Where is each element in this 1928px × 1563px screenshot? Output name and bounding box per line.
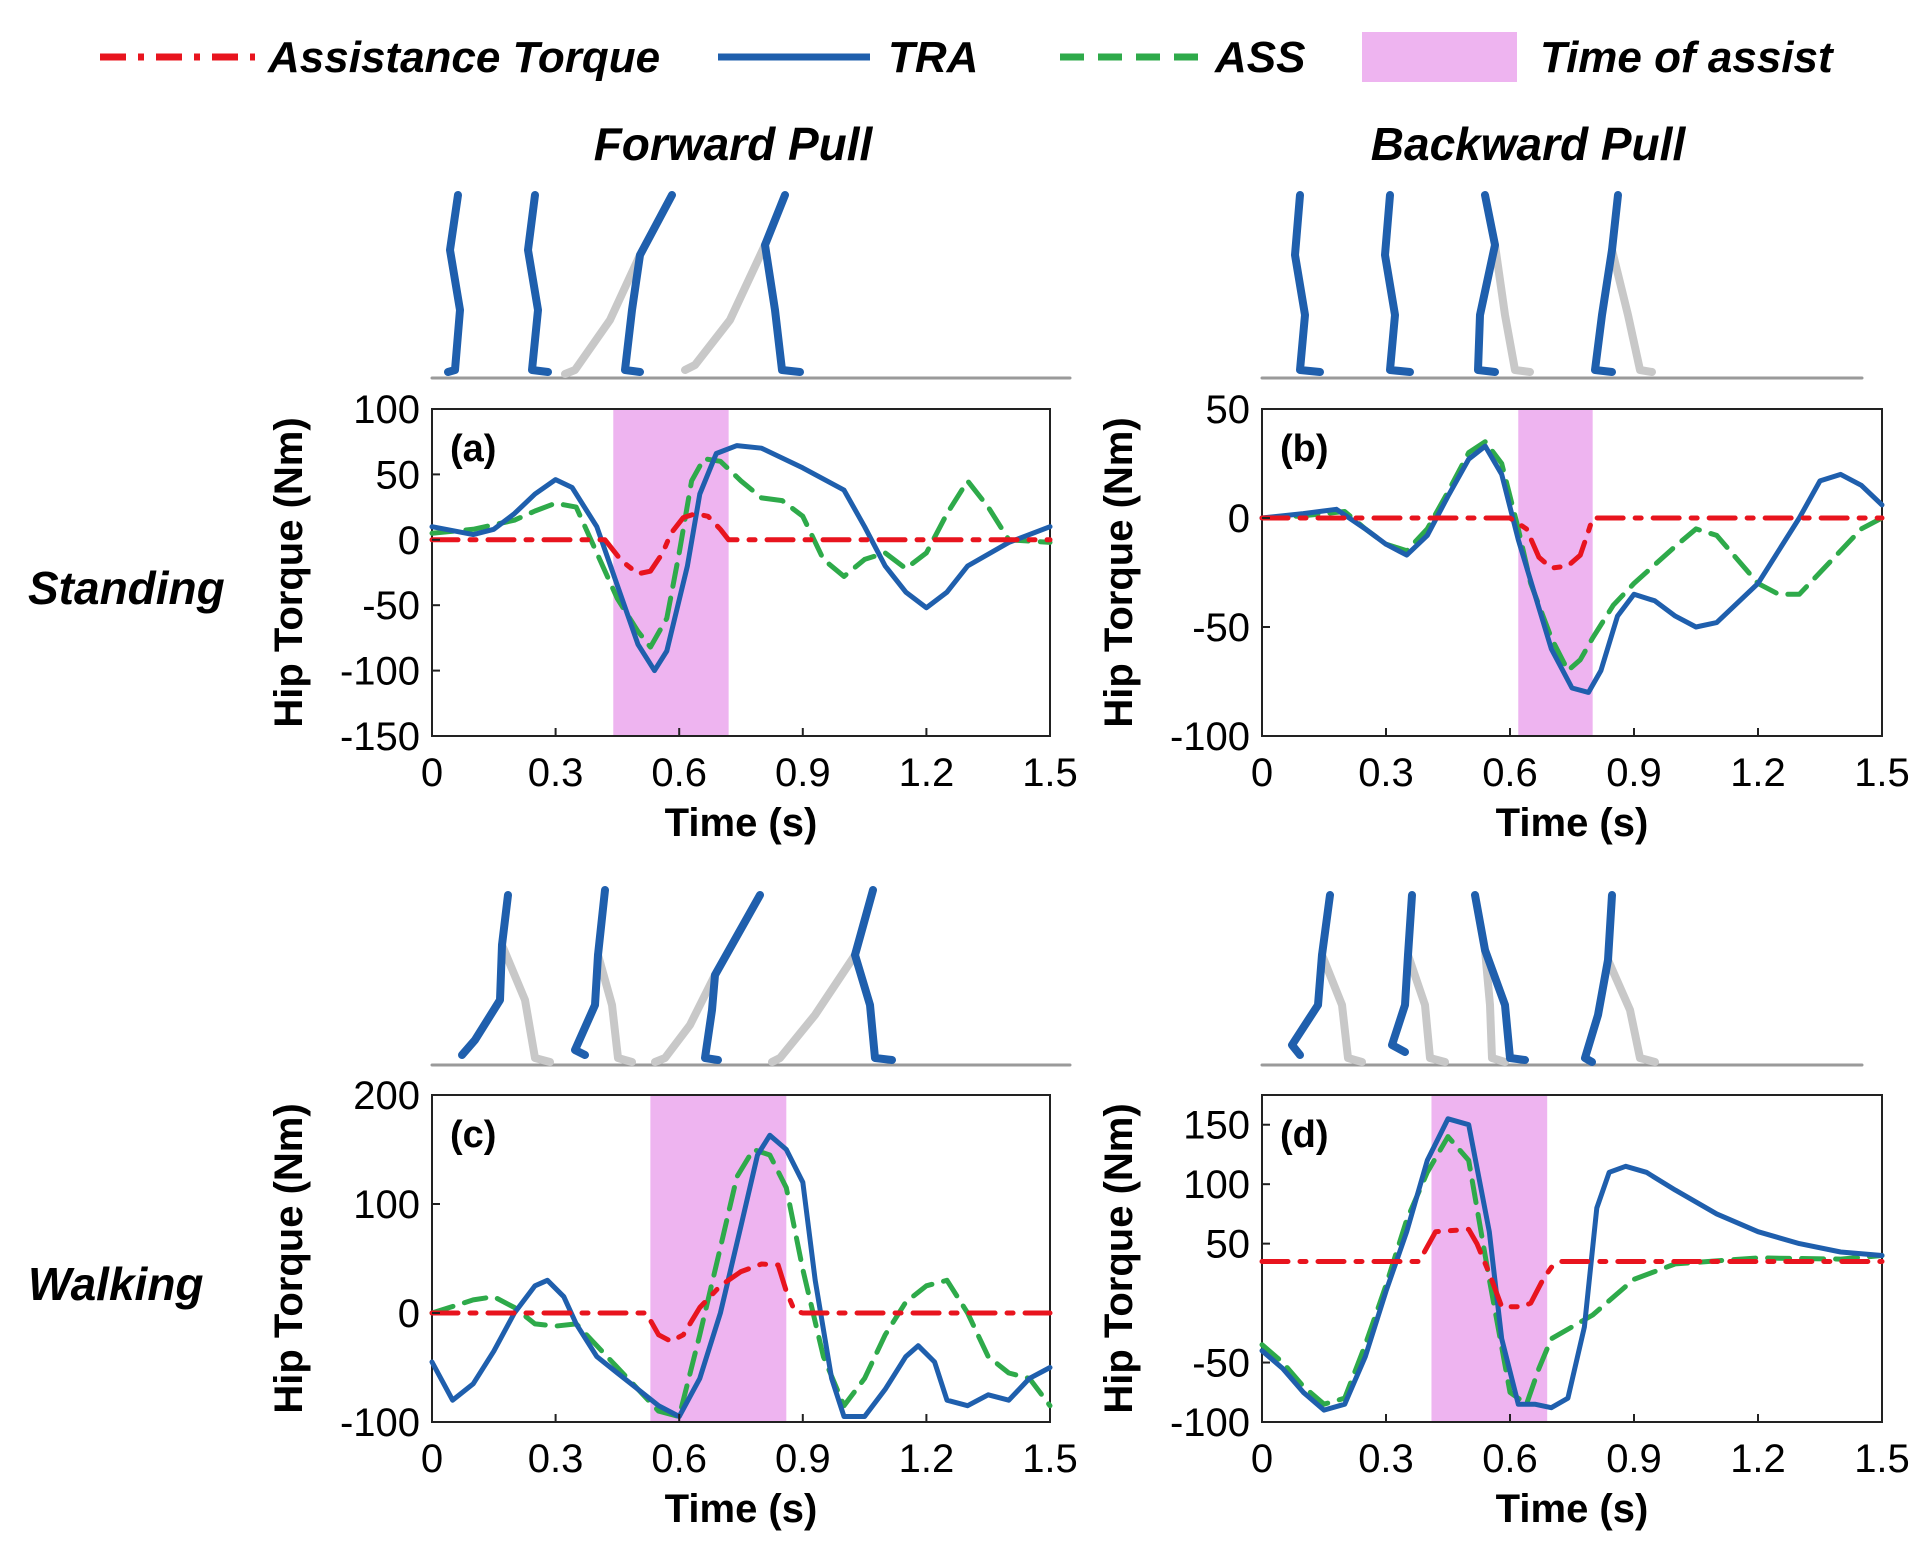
axes-box: [1261, 1094, 1883, 1423]
y-tick-label: 50: [376, 453, 421, 497]
x-tick-label: 0.6: [651, 751, 707, 795]
x-tick-label: 0: [1251, 751, 1273, 795]
column-title-backward: Backward Pull: [1371, 118, 1687, 170]
x-axis-label: Time (s): [665, 801, 818, 845]
y-tick-label: -100: [1170, 1401, 1250, 1445]
x-tick-label: 1.5: [1022, 751, 1078, 795]
stick-figures-standing-backward: [1260, 191, 1864, 380]
x-tick-label: 1.5: [1854, 751, 1910, 795]
y-axis-label: Hip Torque (Nm): [1097, 1103, 1141, 1413]
series-line-ass: [429, 1147, 1053, 1419]
legend-assist-label: Time of assist: [1540, 33, 1835, 82]
x-tick-label: 0.9: [1606, 1437, 1662, 1481]
panel-label: (c): [450, 1114, 496, 1156]
y-tick-label: -50: [362, 584, 420, 628]
assist-window: [1431, 1095, 1548, 1422]
y-axis-label: Hip Torque (Nm): [267, 417, 311, 727]
series-line-assistance-torque: [429, 1261, 1053, 1344]
row-label-standing: Standing: [28, 562, 225, 614]
x-tick-label: 1.2: [1730, 751, 1786, 795]
axes-box: [431, 408, 1051, 737]
y-tick-label: 100: [353, 388, 420, 432]
y-tick-label: -150: [340, 715, 420, 759]
panel-label: (d): [1280, 1114, 1329, 1156]
x-tick-label: 0.3: [528, 751, 584, 795]
x-tick-label: 1.5: [1854, 1437, 1910, 1481]
y-axis-label: Hip Torque (Nm): [1097, 417, 1141, 727]
legend-assist-patch: [1362, 32, 1517, 82]
y-tick-label: 0: [398, 1292, 420, 1336]
series-line-tra: [1259, 443, 1885, 695]
x-tick-label: 1.2: [1730, 1437, 1786, 1481]
legend: Assistance Torque TRA ASS Time of assist: [100, 32, 1835, 82]
y-tick-label: -100: [1170, 715, 1250, 759]
legend-tra-label: TRA: [888, 33, 978, 82]
y-tick-label: 200: [353, 1074, 420, 1118]
plots: 0 0.3 0.6 0.9 1.2 1.5 100 50 0 -50 -100 -150 (a) Time…: [267, 388, 1910, 1531]
series-line-assistance-torque: [1259, 1226, 1885, 1310]
series-line-tra: [1259, 1116, 1885, 1413]
panel-label: (b): [1280, 428, 1329, 470]
row-label-walking: Walking: [28, 1258, 204, 1310]
y-tick-label: 50: [1206, 1223, 1251, 1267]
series-line-tra: [429, 1132, 1053, 1419]
x-tick-label: 1.2: [899, 751, 955, 795]
assist-window: [613, 409, 729, 736]
series-line-assistance-torque: [1259, 515, 1885, 571]
x-tick-label: 1.5: [1022, 1437, 1078, 1481]
y-tick-label: 150: [1183, 1104, 1250, 1148]
legend-assistance-label: Assistance Torque: [267, 33, 660, 82]
y-tick-label: 50: [1206, 388, 1251, 432]
y-tick-label: 100: [1183, 1163, 1250, 1207]
chart-panel: 0 0.3 0.6 0.9 1.2 1.5 50 0 -50 -100 (b) Time (s) Hip…: [1097, 388, 1910, 845]
x-axis-label: Time (s): [1496, 1487, 1649, 1531]
x-tick-label: 0: [421, 1437, 443, 1481]
x-tick-label: 0.3: [1358, 1437, 1414, 1481]
series-line-ass: [1259, 439, 1885, 674]
series-line-assistance-torque: [429, 511, 1053, 577]
x-tick-label: 0.3: [528, 1437, 584, 1481]
stick-figures-standing-forward: [430, 191, 1072, 380]
x-tick-label: 0.6: [1482, 1437, 1538, 1481]
x-tick-label: 0.6: [651, 1437, 707, 1481]
y-tick-label: -50: [1192, 1342, 1250, 1386]
x-tick-label: 0.9: [1606, 751, 1662, 795]
axes-box: [1261, 408, 1883, 737]
y-axis-label: Hip Torque (Nm): [267, 1103, 311, 1413]
x-axis-label: Time (s): [1496, 801, 1649, 845]
x-tick-label: 0: [421, 751, 443, 795]
legend-ass-label: ASS: [1214, 33, 1305, 82]
y-tick-label: 100: [353, 1183, 420, 1227]
series-line-ass: [429, 456, 1053, 650]
series-line-ass: [1259, 1134, 1885, 1407]
chart-panel: 0 0.3 0.6 0.9 1.2 1.5 100 50 0 -50 -100 -150 (a) Time…: [267, 388, 1078, 845]
x-tick-label: 0.9: [775, 751, 831, 795]
axes-box: [431, 1094, 1051, 1423]
x-tick-label: 1.2: [899, 1437, 955, 1481]
y-tick-label: -50: [1192, 606, 1250, 650]
chart-panel: 0 0.3 0.6 0.9 1.2 1.5 150 100 50 -50 -100 (d) Time (…: [1097, 1094, 1910, 1531]
x-tick-label: 0.9: [775, 1437, 831, 1481]
x-tick-label: 0: [1251, 1437, 1273, 1481]
stick-figures-walking-backward: [1260, 891, 1864, 1067]
column-title-forward: Forward Pull: [594, 118, 874, 170]
series-line-tra: [429, 443, 1053, 674]
panel-label: (a): [450, 428, 496, 470]
y-tick-label: 0: [1228, 497, 1250, 541]
y-tick-label: -100: [340, 1401, 420, 1445]
x-tick-label: 0.3: [1358, 751, 1414, 795]
y-tick-label: 0: [398, 519, 420, 563]
x-tick-label: 0.6: [1482, 751, 1538, 795]
y-tick-label: -100: [340, 650, 420, 694]
stick-figures-walking-forward: [430, 886, 1072, 1067]
x-axis-label: Time (s): [665, 1487, 818, 1531]
